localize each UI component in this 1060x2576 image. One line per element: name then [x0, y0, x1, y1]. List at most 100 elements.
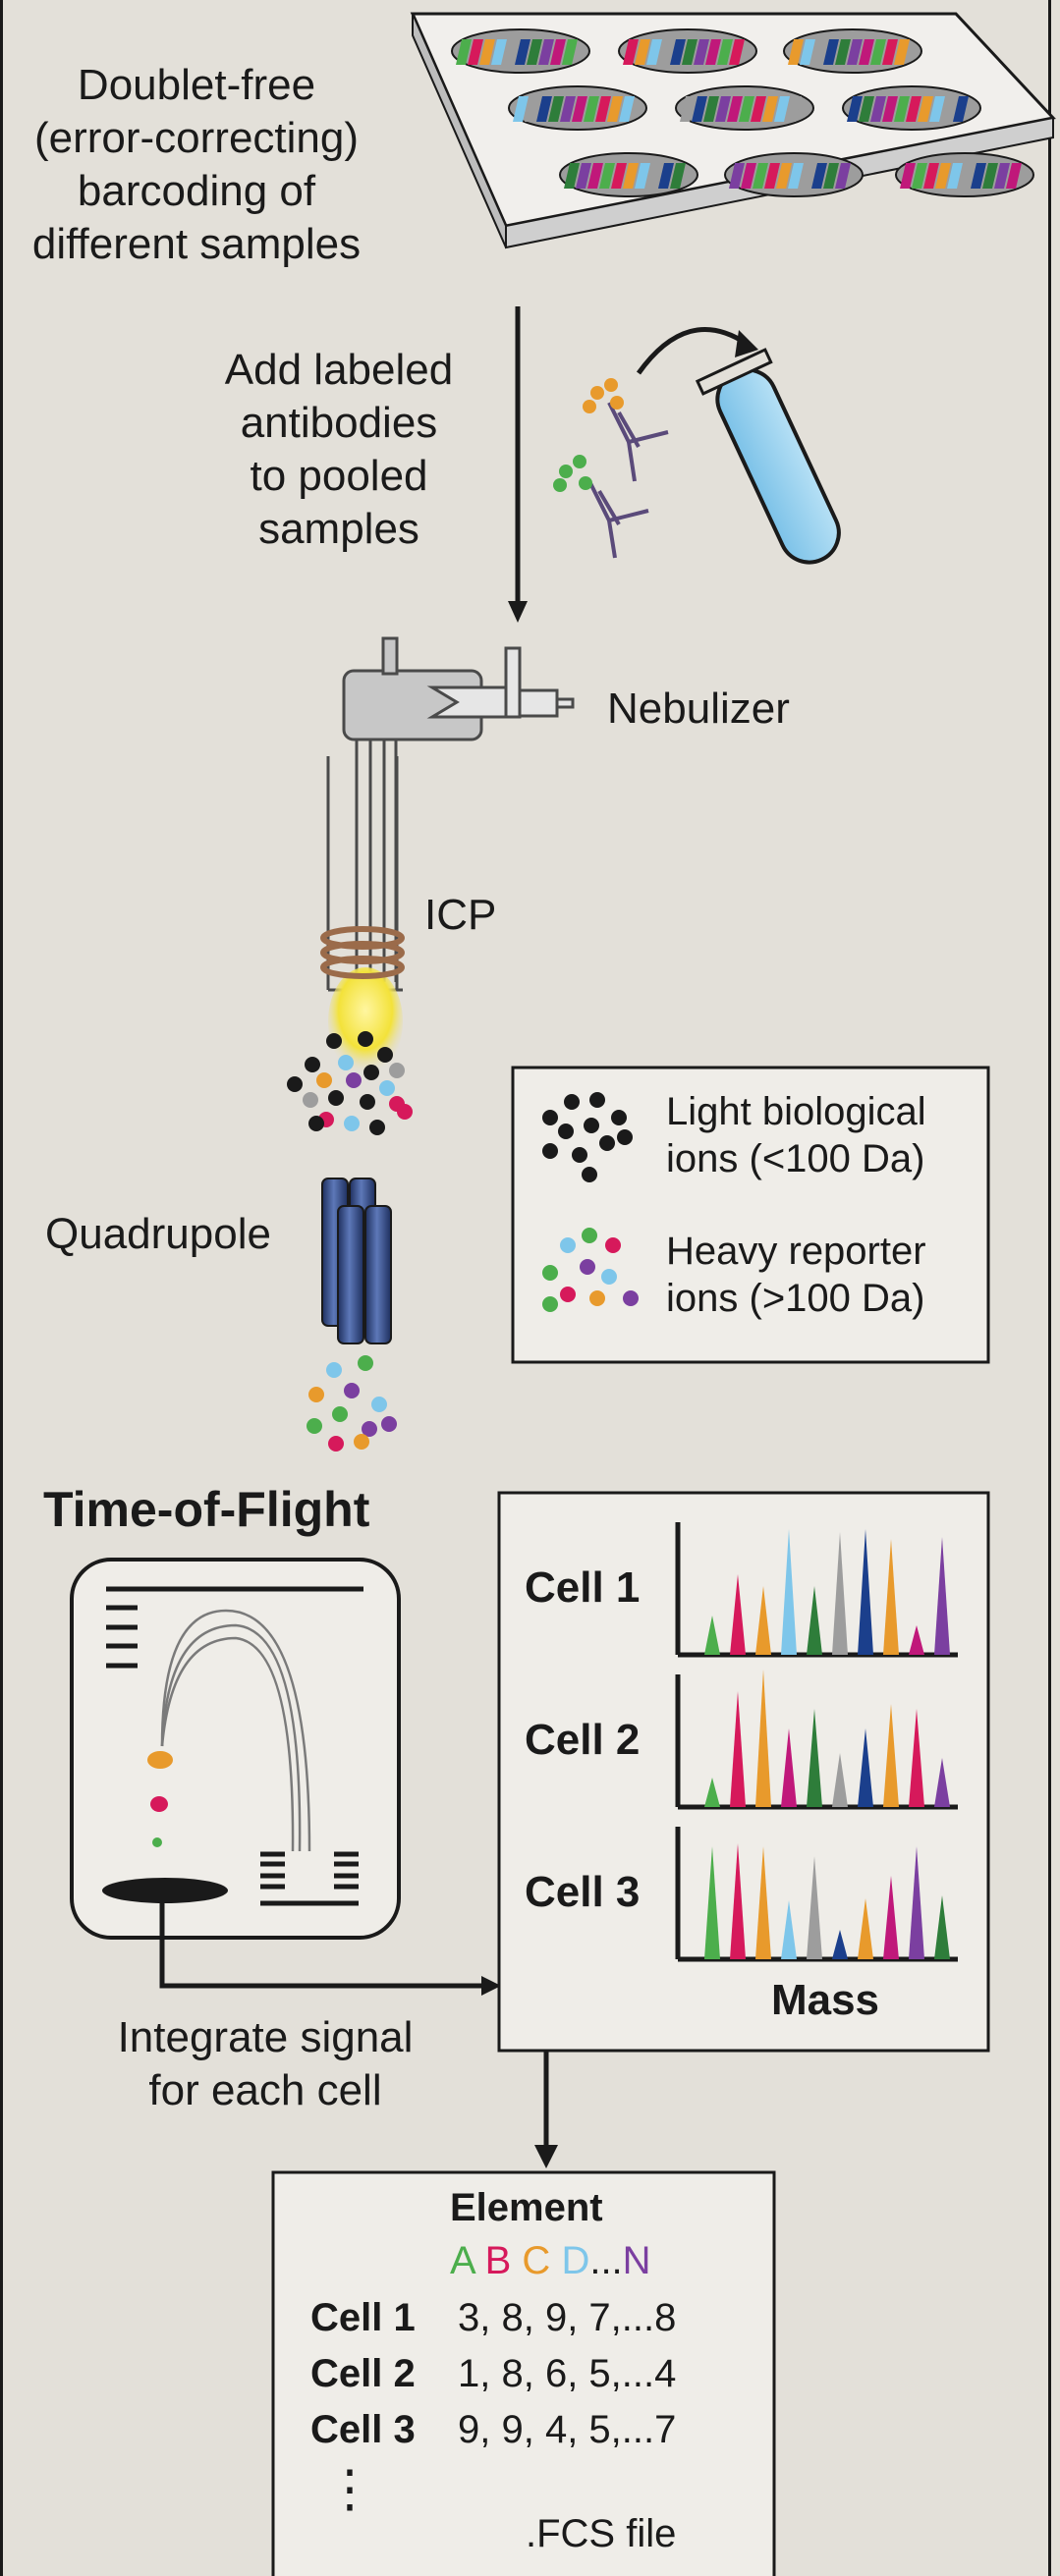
spectrum-cell-3: [675, 1827, 958, 1962]
spectrum-peak: [755, 1670, 771, 1807]
nebulizer-label: Nebulizer: [607, 685, 790, 733]
fcs-row-values-3: 9, 9, 4, 5,...7: [458, 2408, 677, 2451]
ion-dot: [369, 1120, 385, 1135]
tof-title: Time-of-Flight: [43, 1482, 370, 1537]
icp-label: ICP: [424, 891, 497, 939]
test-tube-icon: [695, 348, 841, 565]
well-3: [783, 28, 922, 74]
ion-dot: [346, 1072, 362, 1088]
well-7: [559, 152, 698, 197]
spectrum-peak: [781, 1529, 797, 1655]
fcs-row-values-2: 1, 8, 6, 5,...4: [458, 2352, 677, 2395]
spectrum-peak: [883, 1704, 899, 1807]
element-letter-ellipsis: ...: [589, 2239, 623, 2282]
element-letter-c: C: [522, 2239, 551, 2282]
ion-dot: [305, 1057, 320, 1072]
spectrum-peak: [807, 1586, 822, 1655]
fcs-row-cell-2: Cell 2: [310, 2352, 416, 2395]
heavy-ion-dot: [354, 1434, 369, 1450]
heavy-ion-dot: [358, 1355, 373, 1371]
ion-cloud: [287, 1031, 413, 1135]
spectrum-peak: [858, 1728, 873, 1807]
frame-right: [1048, 0, 1051, 2576]
icp-coil-icon: [320, 926, 405, 979]
add-antibodies-label: Add labeled antibodies to pooled samples: [224, 346, 454, 553]
element-letter-d: D: [561, 2239, 590, 2282]
light-ion-dot: [584, 1118, 599, 1133]
fcs-file-label: .FCS file: [526, 2512, 677, 2555]
spectrum-peak: [704, 1846, 720, 1959]
fcs-row-cell-1: Cell 1: [310, 2296, 416, 2339]
spectrum-peak: [704, 1616, 720, 1655]
fcs-row-cell-3: Cell 3: [310, 2408, 416, 2451]
ion-dot: [326, 1033, 342, 1049]
ion-dot: [308, 1116, 324, 1131]
fcs-file-box: [271, 2170, 776, 2576]
spectrum-peak: [858, 1898, 873, 1959]
well-6: [842, 85, 981, 131]
spectrum-peak: [755, 1586, 771, 1655]
legend-light-label: Light biological ions (<100 Da): [666, 1090, 926, 1180]
ion-dot: [328, 1090, 344, 1106]
spectrum-peak: [934, 1895, 950, 1959]
spectrum-peak: [730, 1691, 746, 1807]
ion-dot: [344, 1116, 360, 1131]
spectrum-cell-label-1: Cell 1: [525, 1563, 641, 1612]
light-ion-dot: [564, 1094, 580, 1110]
ion-dot: [316, 1072, 332, 1088]
barcoding-label: Doublet-free (error-correcting) barcodin…: [31, 61, 362, 268]
heavy-ion-dot: [623, 1290, 639, 1306]
heavy-ion-dot: [308, 1387, 324, 1402]
well-plate: [410, 12, 1056, 249]
spectrum-peak: [858, 1529, 873, 1655]
heavy-ion-dot: [542, 1265, 558, 1281]
spectrum-peak: [807, 1856, 822, 1959]
frame-left: [0, 0, 3, 2576]
spectrum-cell-label-3: Cell 3: [525, 1868, 641, 1916]
ion-dot: [358, 1031, 373, 1047]
filtered-ions: [307, 1355, 397, 1452]
element-letter-n: N: [622, 2239, 651, 2282]
legend-box: [511, 1066, 990, 1364]
spectrum-cell-2: [675, 1670, 958, 1810]
light-ion-dot: [558, 1124, 574, 1139]
spectrum-peak: [934, 1758, 950, 1807]
ion-dot: [377, 1047, 393, 1063]
icp-torch-icon: [326, 740, 403, 992]
heavy-ion-dot: [362, 1421, 377, 1437]
light-ion-dot: [617, 1129, 633, 1145]
ion-dot: [363, 1065, 379, 1080]
legend-heavy-label: Heavy reporter ions (>100 Da): [666, 1230, 926, 1320]
spectrum-peak: [909, 1709, 924, 1807]
nebulizer-icon: [342, 636, 575, 741]
well-2: [618, 28, 757, 74]
well-1: [451, 28, 590, 74]
spectrum-peak: [781, 1728, 797, 1807]
heavy-ion-dot: [605, 1237, 621, 1253]
ion-dot: [338, 1055, 354, 1070]
element-letter-a: A: [450, 2239, 474, 2282]
integrate-label: Integrate signal for each cell: [117, 2013, 414, 2114]
fcs-element-header: Element: [450, 2186, 603, 2229]
heavy-ion-dot: [560, 1287, 576, 1302]
spectrum-peak: [832, 1753, 848, 1807]
spectrum-peak: [730, 1843, 746, 1959]
ion-dot: [303, 1092, 318, 1108]
spectrum-peak: [704, 1778, 720, 1807]
quadrupole-icon: [321, 1178, 392, 1344]
antibody-icon: [587, 402, 669, 559]
heavy-ion-dot: [381, 1416, 397, 1432]
heavy-ion-dot: [332, 1406, 348, 1422]
antibody-tags: [553, 378, 624, 492]
ion-dot: [389, 1063, 405, 1078]
heavy-ion-dot: [582, 1228, 597, 1243]
heavy-ion-dot: [589, 1290, 605, 1306]
light-ion-dot: [611, 1110, 627, 1125]
light-ion-dot: [582, 1167, 597, 1182]
quadrupole-label: Quadrupole: [45, 1210, 271, 1258]
mass-axis-label: Mass: [770, 1976, 880, 2024]
fcs-more-rows: ⋮: [324, 2461, 375, 2518]
spectrum-cell-label-2: Cell 2: [525, 1716, 641, 1764]
spectrum-peak: [934, 1537, 950, 1655]
